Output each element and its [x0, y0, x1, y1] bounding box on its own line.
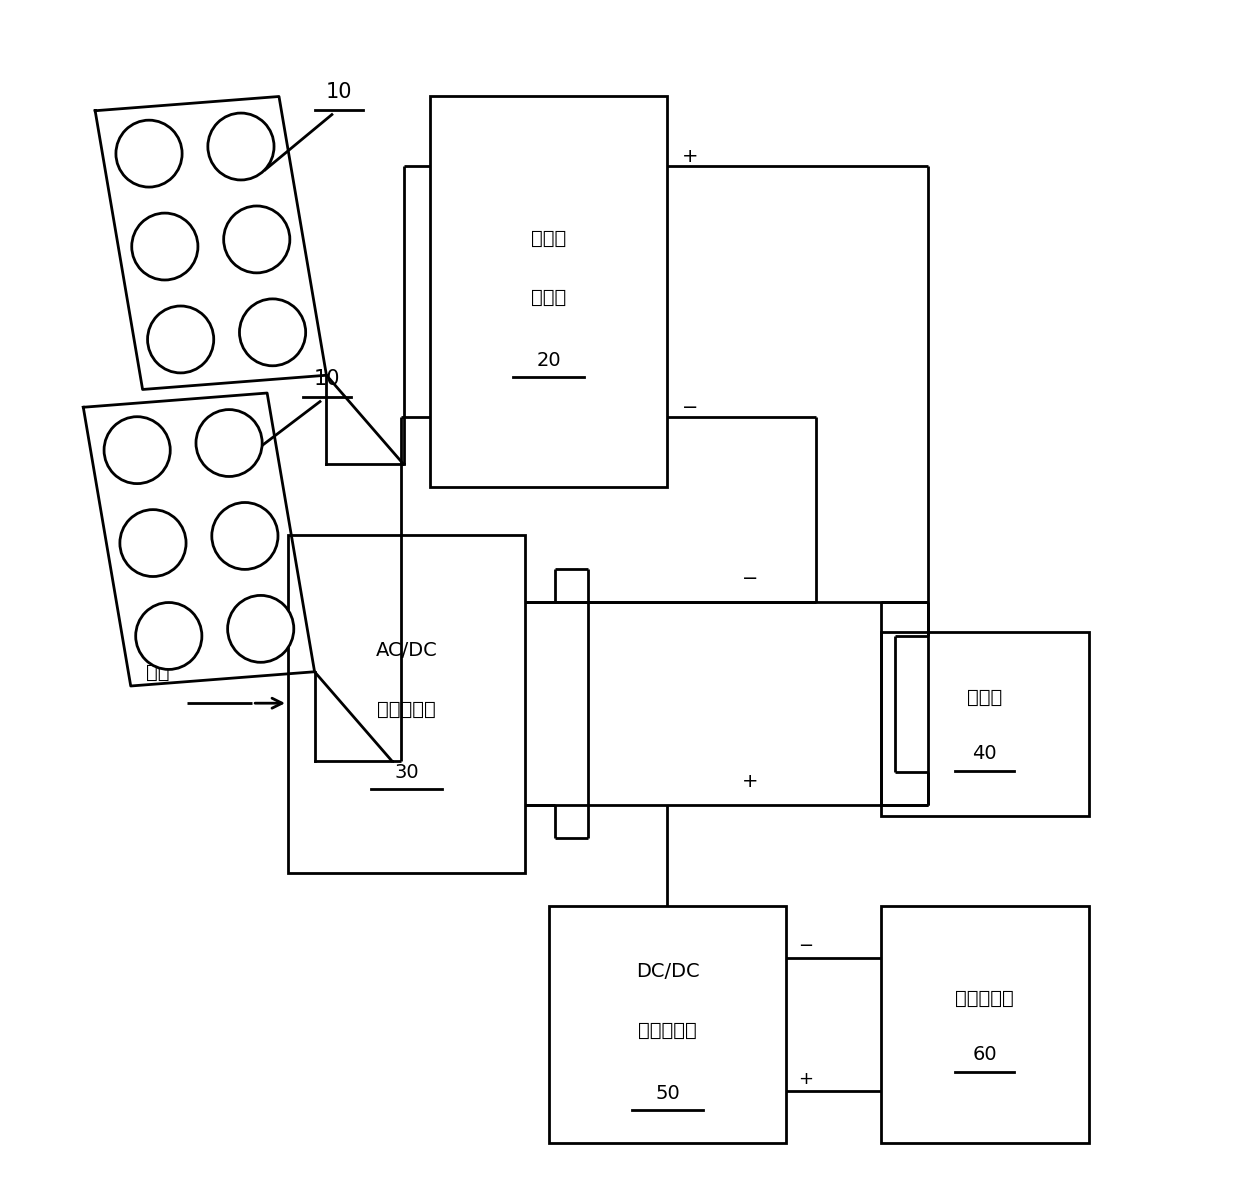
Text: 市电: 市电 — [145, 662, 169, 682]
Text: −: − — [797, 937, 813, 955]
Text: 太阳能: 太阳能 — [531, 229, 567, 247]
Bar — [430, 96, 667, 487]
Text: 电池组: 电池组 — [967, 689, 1002, 707]
Ellipse shape — [148, 306, 213, 373]
Text: +: + — [743, 772, 759, 791]
Bar — [288, 535, 525, 872]
Text: 60: 60 — [972, 1045, 997, 1063]
Text: +: + — [797, 1070, 813, 1088]
Text: 直流充电桩: 直流充电桩 — [955, 989, 1014, 1008]
Ellipse shape — [131, 214, 198, 280]
Text: 20: 20 — [537, 350, 562, 370]
Ellipse shape — [223, 206, 290, 272]
Ellipse shape — [115, 120, 182, 187]
Ellipse shape — [120, 510, 186, 576]
Text: 控制器: 控制器 — [531, 288, 567, 307]
Text: 30: 30 — [394, 763, 419, 782]
Bar — [880, 632, 1089, 816]
Bar — [549, 906, 786, 1144]
Text: 整流控制器: 整流控制器 — [377, 701, 436, 719]
Text: AC/DC: AC/DC — [376, 641, 438, 660]
Text: −: − — [743, 569, 759, 588]
Text: 40: 40 — [972, 744, 997, 763]
Ellipse shape — [239, 299, 306, 366]
Ellipse shape — [196, 409, 262, 476]
Ellipse shape — [208, 113, 274, 180]
Text: 10: 10 — [326, 82, 352, 102]
Bar — [880, 906, 1089, 1144]
Text: −: − — [682, 398, 698, 416]
Text: 50: 50 — [655, 1084, 680, 1103]
Text: DC/DC: DC/DC — [636, 961, 699, 980]
Text: 10: 10 — [314, 368, 340, 389]
Ellipse shape — [212, 503, 278, 569]
Ellipse shape — [228, 595, 294, 662]
Ellipse shape — [104, 416, 170, 484]
Text: +: + — [682, 148, 698, 167]
Ellipse shape — [135, 602, 202, 670]
Text: 逃变控制器: 逃变控制器 — [639, 1021, 697, 1040]
